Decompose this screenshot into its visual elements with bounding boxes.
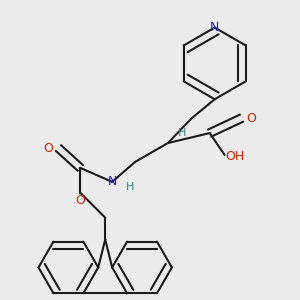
Text: N: N xyxy=(107,176,117,188)
Text: O: O xyxy=(247,112,256,124)
Text: O: O xyxy=(44,142,53,154)
Text: N: N xyxy=(210,21,219,34)
Text: H: H xyxy=(126,182,134,192)
Text: H: H xyxy=(178,128,186,138)
Text: O: O xyxy=(75,194,85,207)
Text: OH: OH xyxy=(225,151,244,164)
